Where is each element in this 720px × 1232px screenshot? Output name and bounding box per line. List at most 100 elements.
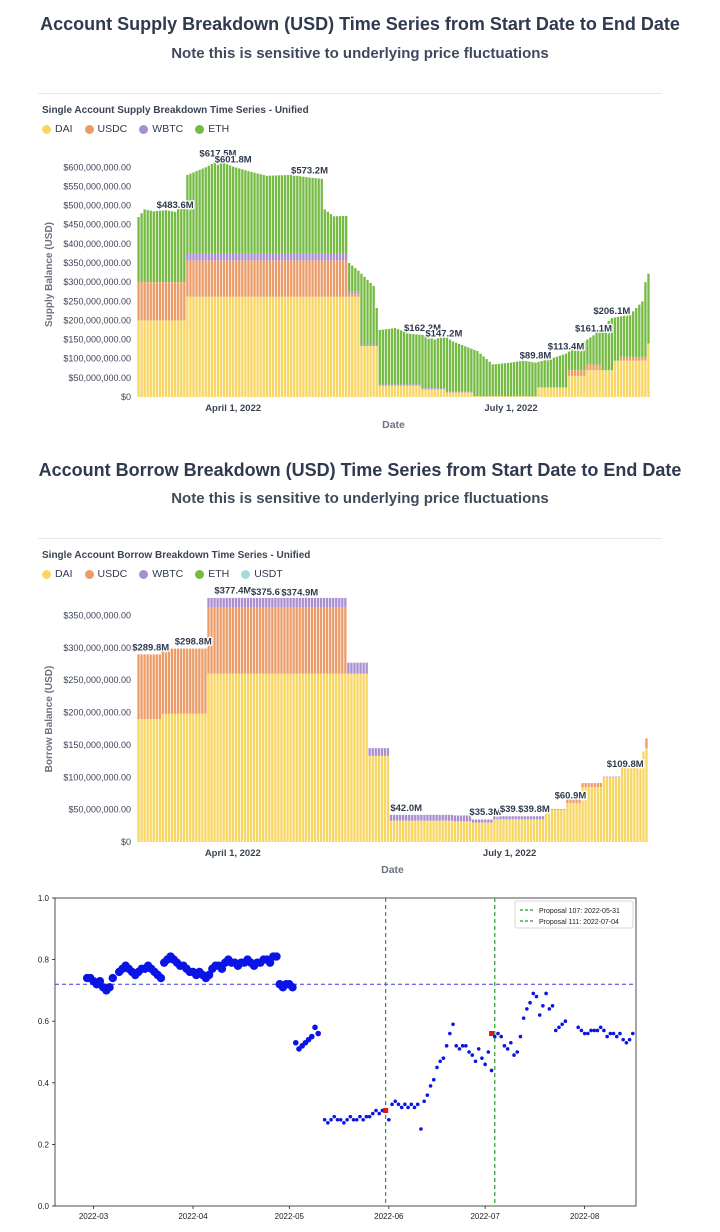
legend-item-eth[interactable]: ETH: [195, 123, 229, 135]
bar-wbtc: [259, 253, 262, 261]
bar-dai: [470, 392, 473, 397]
data-point: [367, 1114, 372, 1119]
bar-wbtc: [286, 253, 290, 261]
bar-wbtc: [487, 819, 490, 823]
bar-dai: [409, 385, 412, 397]
bar-dai: [192, 296, 195, 397]
bar-dai: [589, 370, 592, 397]
bar-eth: [354, 268, 357, 292]
bar-wbtc: [502, 816, 505, 820]
bar-usdc: [253, 260, 256, 297]
bar-wbtc: [210, 253, 213, 261]
bar-wbtc: [360, 344, 363, 347]
bar-wbtc: [328, 597, 332, 607]
legend-item-dai[interactable]: DAI: [42, 568, 73, 580]
legend-item-wbtc[interactable]: WBTC: [139, 123, 183, 135]
bar-dai: [164, 320, 168, 397]
data-point: [377, 1111, 382, 1116]
bar-eth: [225, 164, 229, 254]
bar-dai: [277, 673, 280, 842]
bar-dai: [305, 296, 308, 397]
bar-wbtc: [338, 597, 341, 607]
bar-dai: [512, 396, 516, 397]
bar-usdc: [351, 293, 354, 297]
bar-eth: [482, 356, 485, 397]
bar-dai: [392, 820, 396, 842]
bar-usdc: [274, 607, 277, 674]
bar-eth: [369, 282, 372, 345]
bar-wbtc: [207, 597, 210, 607]
bar-usdc: [628, 356, 632, 361]
bar-dai: [307, 673, 311, 842]
data-point: [563, 1019, 568, 1023]
data-point: [322, 1117, 327, 1122]
bar-dai: [628, 360, 632, 397]
bar-eth: [491, 364, 494, 397]
bar-usdc: [237, 607, 241, 674]
bar-dai: [583, 375, 586, 397]
y-axis-label: Borrow Balance (USD): [44, 666, 55, 773]
bar-usdc: [241, 260, 244, 297]
bar-usdc: [198, 648, 201, 714]
bar-dai: [357, 296, 360, 397]
bar-wbtc: [596, 783, 599, 784]
bar-dai: [570, 375, 574, 397]
bar-wbtc: [484, 819, 487, 823]
bar-dai: [560, 809, 563, 842]
data-point: [505, 1047, 510, 1051]
legend-item-eth[interactable]: ETH: [195, 568, 229, 580]
bar-dai: [246, 673, 250, 842]
bar-wbtc: [371, 748, 374, 756]
data-point: [156, 973, 166, 983]
bar-dai: [625, 360, 629, 397]
bar-dai: [183, 320, 186, 397]
y-tick-label: 0.4: [38, 1079, 50, 1088]
bar-dai: [561, 387, 565, 397]
bar-wbtc: [581, 783, 584, 784]
bar-dai: [335, 673, 338, 842]
bar-wbtc: [253, 253, 256, 261]
bar-wbtc: [444, 814, 447, 821]
legend-item-usdc[interactable]: USDC: [84, 123, 127, 135]
bar-eth: [329, 214, 333, 254]
bar-usdc: [596, 783, 599, 787]
data-point: [557, 1025, 561, 1030]
y-tick-label: $150,000,000.00: [63, 335, 131, 345]
bar-usdc: [644, 356, 647, 361]
bar-dai: [158, 719, 161, 842]
bar-dai: [543, 387, 546, 397]
bar-usdc: [332, 260, 336, 297]
bar-usdc: [192, 260, 195, 297]
data-label: $42.0M: [390, 803, 422, 814]
bar-usdc: [146, 282, 149, 321]
bar-wbtc: [377, 748, 380, 756]
bar-wbtc: [311, 253, 314, 261]
bar-dai: [551, 809, 554, 842]
bar-usdc: [341, 260, 345, 297]
bar-wbtc: [341, 253, 345, 261]
legend-item-usdt[interactable]: USDT: [241, 568, 283, 580]
bar-eth: [326, 211, 330, 254]
bar-dai: [630, 767, 633, 842]
bar-dai: [158, 320, 162, 397]
bar-dai: [243, 673, 247, 842]
legend-item-wbtc[interactable]: WBTC: [139, 568, 183, 580]
legend-item-dai[interactable]: DAI: [42, 123, 73, 135]
bar-dai: [198, 296, 201, 397]
data-point: [315, 1030, 322, 1037]
legend-marker: [84, 569, 94, 579]
bar-dai: [462, 821, 466, 842]
bar-wbtc: [290, 253, 293, 261]
data-point: [630, 1031, 635, 1036]
data-point: [515, 1050, 520, 1054]
bar-dai: [488, 396, 491, 397]
bar-eth: [604, 323, 607, 371]
legend-item-usdc[interactable]: USDC: [84, 568, 127, 580]
bar-usdc: [332, 607, 335, 674]
bar-dai: [328, 673, 332, 842]
data-point: [528, 1000, 532, 1005]
bar-dai: [554, 809, 557, 842]
bar-dai: [424, 389, 427, 397]
bar-usdc: [271, 607, 274, 674]
bar-usdc: [198, 260, 201, 297]
